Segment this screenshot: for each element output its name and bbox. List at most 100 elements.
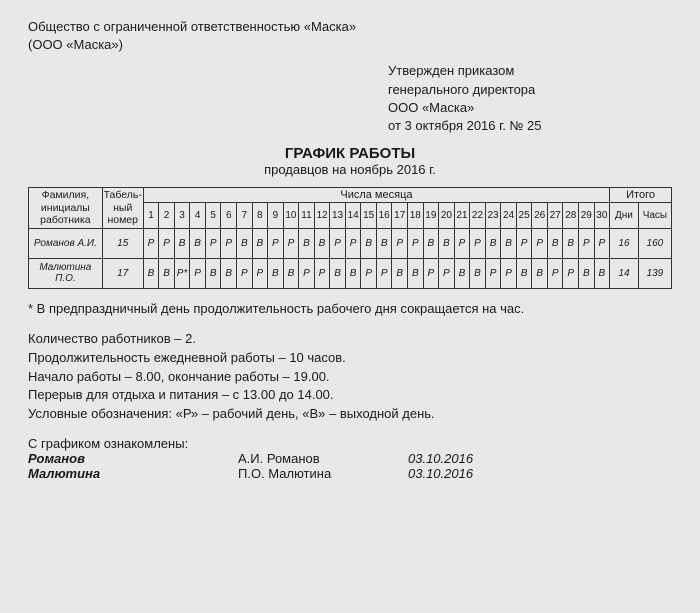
cell-day: В [392, 258, 408, 288]
cell-day: В [516, 258, 532, 288]
day-label: 12 [314, 203, 330, 229]
cell-day: В [470, 258, 486, 288]
day-label: 18 [408, 203, 424, 229]
cell-day: Р [423, 258, 439, 288]
info-line: Перерыв для отдыха и питания – с 13.00 д… [28, 386, 672, 405]
cell-day: Р [532, 228, 548, 258]
cell-day: Р [376, 258, 392, 288]
cell-day: В [237, 228, 253, 258]
cell-day: Р [205, 228, 221, 258]
hdr-days: Числа месяца [143, 188, 609, 203]
cell-day: В [330, 258, 346, 288]
cell-day: В [361, 228, 377, 258]
day-label: 11 [299, 203, 315, 229]
cell-day: Р [345, 228, 361, 258]
hdr-name: Фамилия, инициалы работника [29, 188, 103, 229]
org-full-name: Общество с ограниченной ответственностью… [28, 18, 672, 36]
signature-row: РомановА.И. Романов03.10.2016 [28, 451, 672, 466]
approval-line: генерального директора [388, 81, 672, 99]
cell-day: В [299, 228, 315, 258]
day-label: 19 [423, 203, 439, 229]
day-label: 3 [174, 203, 190, 229]
cell-day: В [190, 228, 206, 258]
cell-day: Р [594, 228, 610, 258]
day-label: 10 [283, 203, 299, 229]
day-label: 4 [190, 203, 206, 229]
cell-day: Р [190, 258, 206, 288]
cell-day: В [314, 228, 330, 258]
ack-title: С графиком ознакомлены: [28, 436, 672, 451]
cell-day: В [174, 228, 190, 258]
document-page: Общество с ограниченной ответственностью… [0, 0, 700, 499]
approval-line: от 3 октября 2016 г. № 25 [388, 117, 672, 135]
hdr-dni: Дни [610, 203, 639, 229]
day-label: 2 [159, 203, 175, 229]
title-block: ГРАФИК РАБОТЫ продавцов на ноябрь 2016 г… [28, 145, 672, 177]
cell-chasy: 139 [638, 258, 671, 288]
table-row: Романов А.И.15РРВВРРВВРРВВРРВВРРВВРРВВРР… [29, 228, 672, 258]
hdr-itogo: Итого [610, 188, 672, 203]
cell-day: Р [159, 228, 175, 258]
cell-day: В [159, 258, 175, 288]
cell-dni: 16 [610, 228, 639, 258]
cell-day: В [283, 258, 299, 288]
cell-day: Р [439, 258, 455, 288]
title-sub: продавцов на ноябрь 2016 г. [28, 162, 672, 177]
table-body: Романов А.И.15РРВВРРВВРРВВРРВВРРВВРРВВРР… [29, 228, 672, 288]
cell-day: Р [237, 258, 253, 288]
cell-day: Р* [174, 258, 190, 288]
day-label: 15 [361, 203, 377, 229]
day-label: 13 [330, 203, 346, 229]
cell-day: Р [221, 228, 237, 258]
cell-day: Р [579, 228, 595, 258]
day-label: 6 [221, 203, 237, 229]
footnote: * В предпраздничный день продолжительнос… [28, 301, 672, 316]
day-label: 27 [547, 203, 563, 229]
signature-date: 03.10.2016 [408, 466, 473, 481]
cell-day: Р [470, 228, 486, 258]
day-label: 5 [205, 203, 221, 229]
cell-tab: 15 [102, 228, 143, 258]
cell-name: Романов А.И. [29, 228, 103, 258]
approval-block: Утвержден приказом генерального директор… [388, 62, 672, 135]
cell-day: В [579, 258, 595, 288]
cell-day: В [268, 258, 284, 288]
info-line: Продолжительность ежедневной работы – 10… [28, 349, 672, 368]
cell-day: Р [330, 228, 346, 258]
signature-row: МалютинаП.О. Малютина03.10.2016 [28, 466, 672, 481]
cell-day: В [563, 228, 579, 258]
day-label: 23 [485, 203, 501, 229]
day-label: 8 [252, 203, 268, 229]
cell-chasy: 160 [638, 228, 671, 258]
cell-day: Р [392, 228, 408, 258]
cell-day: В [408, 258, 424, 288]
day-label: 17 [392, 203, 408, 229]
approval-line: Утвержден приказом [388, 62, 672, 80]
day-label: 1 [143, 203, 159, 229]
cell-day: В [143, 258, 159, 288]
cell-day: В [345, 258, 361, 288]
cell-day: В [547, 228, 563, 258]
cell-dni: 14 [610, 258, 639, 288]
info-block: Количество работников – 2.Продолжительно… [28, 330, 672, 424]
cell-day: Р [547, 258, 563, 288]
info-line: Начало работы – 8.00, окончание работы –… [28, 368, 672, 387]
cell-day: В [221, 258, 237, 288]
day-label: 16 [376, 203, 392, 229]
cell-day: Р [252, 258, 268, 288]
cell-day: Р [268, 228, 284, 258]
day-label: 29 [579, 203, 595, 229]
day-label: 7 [237, 203, 253, 229]
info-line: Условные обозначения: «Р» – рабочий день… [28, 405, 672, 424]
cell-day: В [501, 228, 517, 258]
signature-name: Малютина [28, 466, 238, 481]
signature-full: А.И. Романов [238, 451, 408, 466]
day-label: 26 [532, 203, 548, 229]
day-label: 28 [563, 203, 579, 229]
cell-day: В [376, 228, 392, 258]
org-name-block: Общество с ограниченной ответственностью… [28, 18, 672, 54]
org-short-name: (ООО «Маска») [28, 36, 672, 54]
day-label: 20 [439, 203, 455, 229]
cell-day: Р [454, 228, 470, 258]
cell-day: В [485, 228, 501, 258]
